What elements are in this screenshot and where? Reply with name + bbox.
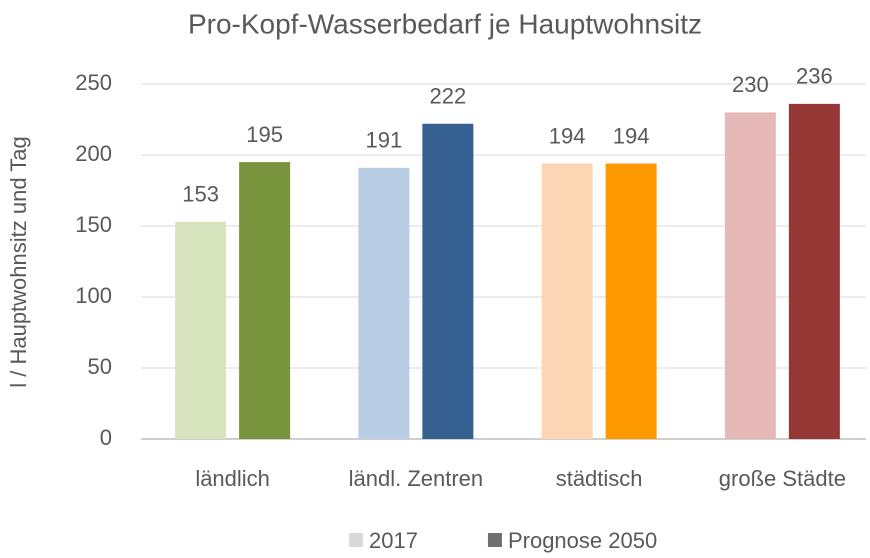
x-tick-label: große Städte <box>719 466 846 491</box>
legend-swatch <box>349 533 363 547</box>
y-tick-label: 200 <box>75 141 112 166</box>
y-tick-label: 250 <box>75 70 112 95</box>
legend-label: 2017 <box>369 528 418 553</box>
y-tick-label: 150 <box>75 212 112 237</box>
data-label: 222 <box>430 84 467 109</box>
legend-swatch <box>487 533 502 547</box>
chart-title: Pro-Kopf-Wasserbedarf je Hauptwohnsitz <box>188 8 702 39</box>
data-label: 191 <box>366 128 403 153</box>
bar <box>788 103 840 439</box>
data-label: 194 <box>549 123 586 148</box>
data-label: 236 <box>796 64 833 89</box>
bar <box>239 162 291 439</box>
y-tick-label: 0 <box>100 425 112 450</box>
bar <box>605 163 657 439</box>
x-tick-label: städtisch <box>556 466 643 491</box>
y-tick-label: 50 <box>88 354 112 379</box>
data-label: 230 <box>732 72 769 97</box>
y-axis-label: l / Hauptwohnsitz und Tag <box>6 136 31 388</box>
bar <box>541 163 593 439</box>
legend-label: Prognose 2050 <box>508 528 657 553</box>
y-tick-label: 100 <box>75 283 112 308</box>
bar <box>724 112 776 440</box>
bar <box>422 123 474 439</box>
bar <box>175 221 227 439</box>
data-label: 194 <box>613 123 650 148</box>
bar <box>358 167 410 439</box>
data-label: 195 <box>246 122 283 147</box>
data-label: 153 <box>182 182 219 207</box>
x-tick-label: ländlich <box>195 466 270 491</box>
x-tick-label: ländl. Zentren <box>349 466 484 491</box>
